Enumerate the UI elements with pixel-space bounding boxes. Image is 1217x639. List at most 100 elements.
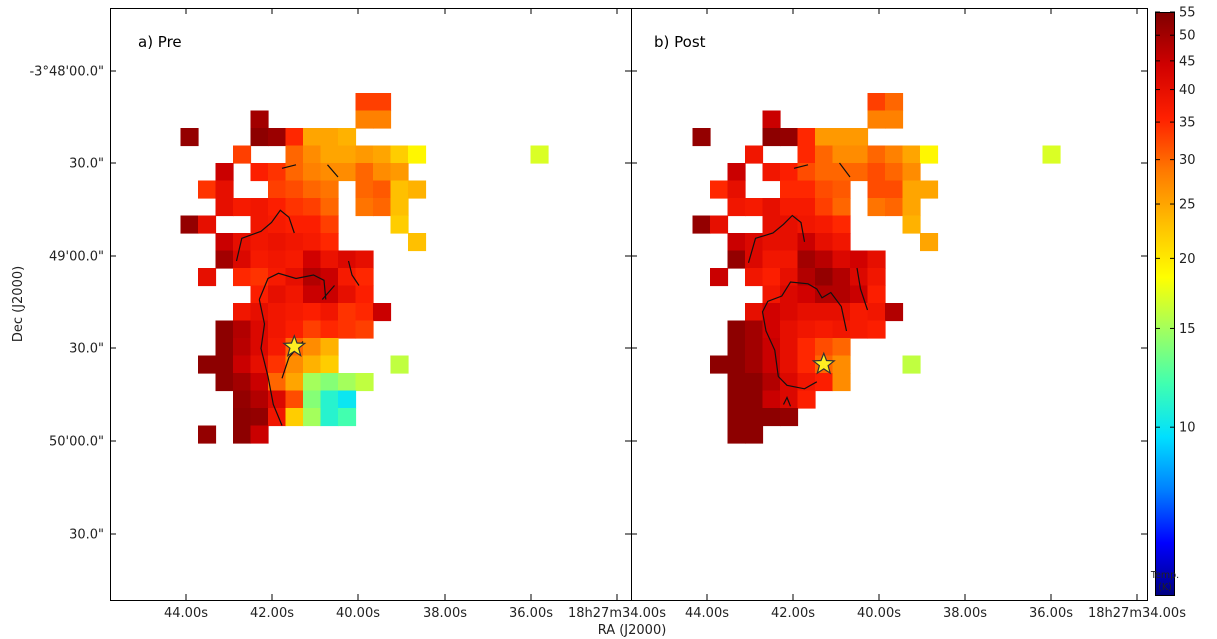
heatmap-cell xyxy=(867,145,886,164)
heatmap-cell xyxy=(390,145,409,164)
heatmap-cell xyxy=(303,180,322,199)
heatmap-cell xyxy=(797,390,816,409)
heatmap-cell xyxy=(285,285,304,304)
heatmap-cell xyxy=(250,355,269,374)
heatmap-cell xyxy=(303,268,322,287)
heatmap-cell xyxy=(268,285,287,304)
heatmap-cell xyxy=(727,373,746,392)
heatmap-cell xyxy=(250,198,269,217)
heatmap-cell xyxy=(268,355,287,374)
heatmap-cell xyxy=(408,145,427,164)
heatmap-cell xyxy=(815,198,834,217)
heatmap-cell xyxy=(268,250,287,269)
heatmap-cell xyxy=(780,215,799,234)
heatmap-cell xyxy=(920,145,939,164)
heatmap-cell xyxy=(390,215,409,234)
heatmap-cell xyxy=(797,250,816,269)
panel-title-pre: a) Pre xyxy=(138,33,182,51)
heatmap-cell xyxy=(727,163,746,182)
x-tick-label: 38.00s xyxy=(423,606,467,621)
x-tick-label: 44.00s xyxy=(685,606,729,621)
plot-frame-post xyxy=(631,8,1148,601)
heatmap-cell xyxy=(408,233,427,252)
heatmap-cell xyxy=(285,373,304,392)
heatmap-cell xyxy=(727,425,746,444)
heatmap-cell xyxy=(1042,145,1061,164)
heatmap-cell xyxy=(745,145,764,164)
heatmap-cell xyxy=(885,180,904,199)
heatmap-cell xyxy=(780,355,799,374)
heatmap-cell xyxy=(867,93,886,112)
heatmap-cell xyxy=(250,303,269,322)
contour-line xyxy=(747,214,806,263)
heatmap-cell xyxy=(250,233,269,252)
heatmap-cell xyxy=(780,373,799,392)
star-icon xyxy=(282,334,307,357)
heatmap-cell xyxy=(233,390,252,409)
heatmap-cell xyxy=(832,268,851,287)
heatmap-cell xyxy=(355,180,374,199)
panel-pre: a) Pre xyxy=(110,8,632,601)
heatmap-cell xyxy=(355,268,374,287)
heatmap-cell xyxy=(285,180,304,199)
colorbar-tick-label: 30 xyxy=(1179,153,1196,168)
heatmap-cell xyxy=(250,110,269,129)
heatmap-cell xyxy=(762,373,781,392)
heatmap-cell xyxy=(745,338,764,357)
heatmap-cell xyxy=(832,338,851,357)
heatmap-cell xyxy=(268,373,287,392)
heatmap-cell xyxy=(815,250,834,269)
heatmap-cell xyxy=(727,390,746,409)
heatmap-cell xyxy=(320,303,339,322)
heatmap-cell xyxy=(268,180,287,199)
ticks-pre xyxy=(110,8,631,600)
heatmap-cell xyxy=(885,163,904,182)
heatmap-cell xyxy=(815,163,834,182)
heatmap-cell xyxy=(867,180,886,199)
y-axis-label: Dec (J2000) xyxy=(11,266,26,342)
heatmap-cell xyxy=(355,373,374,392)
heatmap-cell xyxy=(373,110,392,129)
heatmap-cell xyxy=(850,285,869,304)
heatmap-cell xyxy=(303,355,322,374)
contour-line xyxy=(782,396,792,407)
heatmap-cell xyxy=(902,163,921,182)
heatmap-cell xyxy=(180,215,199,234)
y-tick-label: 30.0" xyxy=(69,528,104,543)
heatmap-cell xyxy=(338,408,357,427)
heatmap-cell xyxy=(215,198,234,217)
heatmap-cell xyxy=(198,425,217,444)
heatmap-cell xyxy=(320,338,339,357)
heatmap-cell xyxy=(797,180,816,199)
heatmap-cell xyxy=(780,285,799,304)
heatmap-cell xyxy=(303,145,322,164)
heatmap-cell xyxy=(268,163,287,182)
heatmap-cell xyxy=(250,425,269,444)
heatmap-cell xyxy=(320,145,339,164)
heatmap-cell xyxy=(285,215,304,234)
heatmap-cell xyxy=(867,268,886,287)
star-marker-pre xyxy=(282,334,307,357)
colorbar-unit-line1: Temp. xyxy=(1150,570,1179,581)
heatmap-cell xyxy=(215,338,234,357)
heatmap-cell xyxy=(832,163,851,182)
star-icon xyxy=(811,351,836,375)
heatmap-cell xyxy=(355,145,374,164)
heatmap-cell xyxy=(745,198,764,217)
heatmap-cell xyxy=(745,355,764,374)
heatmap-cell xyxy=(780,338,799,357)
colorbar-ticks: 10 15 20 25 30 35 40 45 50 55 xyxy=(1155,6,1196,436)
heatmap-cell xyxy=(780,250,799,269)
heatmap-cell xyxy=(850,163,869,182)
heatmap-cell xyxy=(303,408,322,427)
heatmap-cell xyxy=(745,268,764,287)
heatmap-cell xyxy=(250,128,269,147)
x-tick-label: 40.00s xyxy=(336,606,380,621)
colorbar-tick-label: 20 xyxy=(1179,252,1196,267)
heatmap-cell xyxy=(338,320,357,339)
heatmap-cell xyxy=(762,408,781,427)
heatmap-cell xyxy=(815,128,834,147)
heatmap-cell xyxy=(815,268,834,287)
heatmap-cell xyxy=(355,320,374,339)
heatmap-cell xyxy=(850,320,869,339)
